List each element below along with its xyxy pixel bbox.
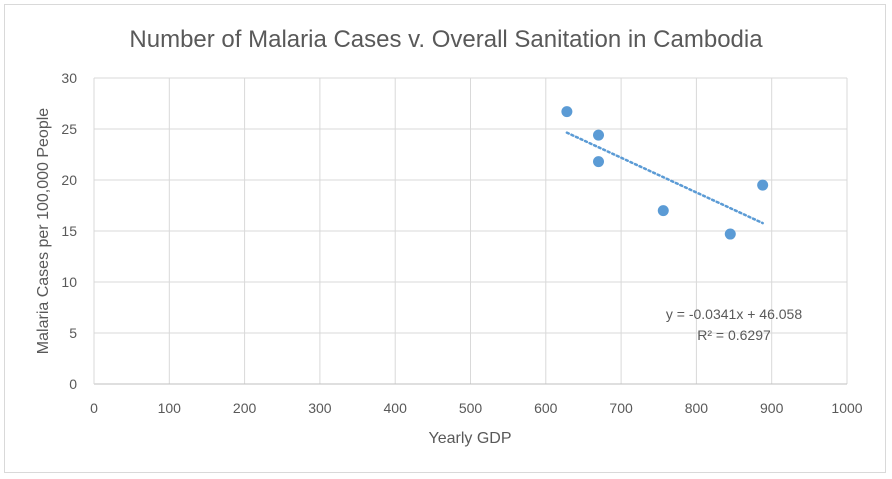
x-tick-label: 900 xyxy=(760,400,784,416)
x-tick-label: 800 xyxy=(685,400,709,416)
x-tick-labels: 0 100 200 300 400 500 600 700 800 900 1000 xyxy=(90,400,863,416)
x-tick-label: 0 xyxy=(90,400,98,416)
data-point xyxy=(593,129,605,141)
axes xyxy=(93,78,847,385)
chart-title: Number of Malaria Cases v. Overall Sanit… xyxy=(129,26,763,53)
y-axis-label: Malaria Cases per 100,000 People xyxy=(35,108,52,354)
x-axis-label: Yearly GDP xyxy=(429,430,512,447)
data-point xyxy=(757,179,769,191)
x-tick-label: 200 xyxy=(233,400,257,416)
x-tick-label: 700 xyxy=(609,400,633,416)
y-tick-label: 30 xyxy=(61,70,77,86)
y-tick-label: 5 xyxy=(69,325,77,341)
y-tick-label: 20 xyxy=(61,172,77,188)
y-tick-label: 10 xyxy=(61,274,77,290)
y-tick-labels: 0 5 10 15 20 25 30 xyxy=(61,70,77,392)
y-tick-label: 0 xyxy=(69,376,77,392)
x-tick-label: 500 xyxy=(459,400,483,416)
gridlines xyxy=(94,77,848,384)
data-point xyxy=(561,106,573,118)
chart-frame xyxy=(4,4,886,473)
trendline-r-squared: R² = 0.6297 xyxy=(697,327,771,343)
x-tick-label: 600 xyxy=(534,400,558,416)
trendline-equation: y = -0.0341x + 46.058 xyxy=(666,306,802,322)
x-tick-label: 400 xyxy=(384,400,408,416)
data-point xyxy=(657,205,669,217)
x-tick-label: 100 xyxy=(158,400,182,416)
y-tick-label: 15 xyxy=(61,223,77,239)
trendline xyxy=(565,131,764,225)
x-tick-label: 300 xyxy=(308,400,332,416)
data-point xyxy=(593,156,605,168)
x-tick-label: 1000 xyxy=(831,400,862,416)
trendline-line xyxy=(565,131,764,225)
y-tick-label: 25 xyxy=(61,121,77,137)
data-point xyxy=(724,228,736,240)
data-points xyxy=(561,106,769,240)
